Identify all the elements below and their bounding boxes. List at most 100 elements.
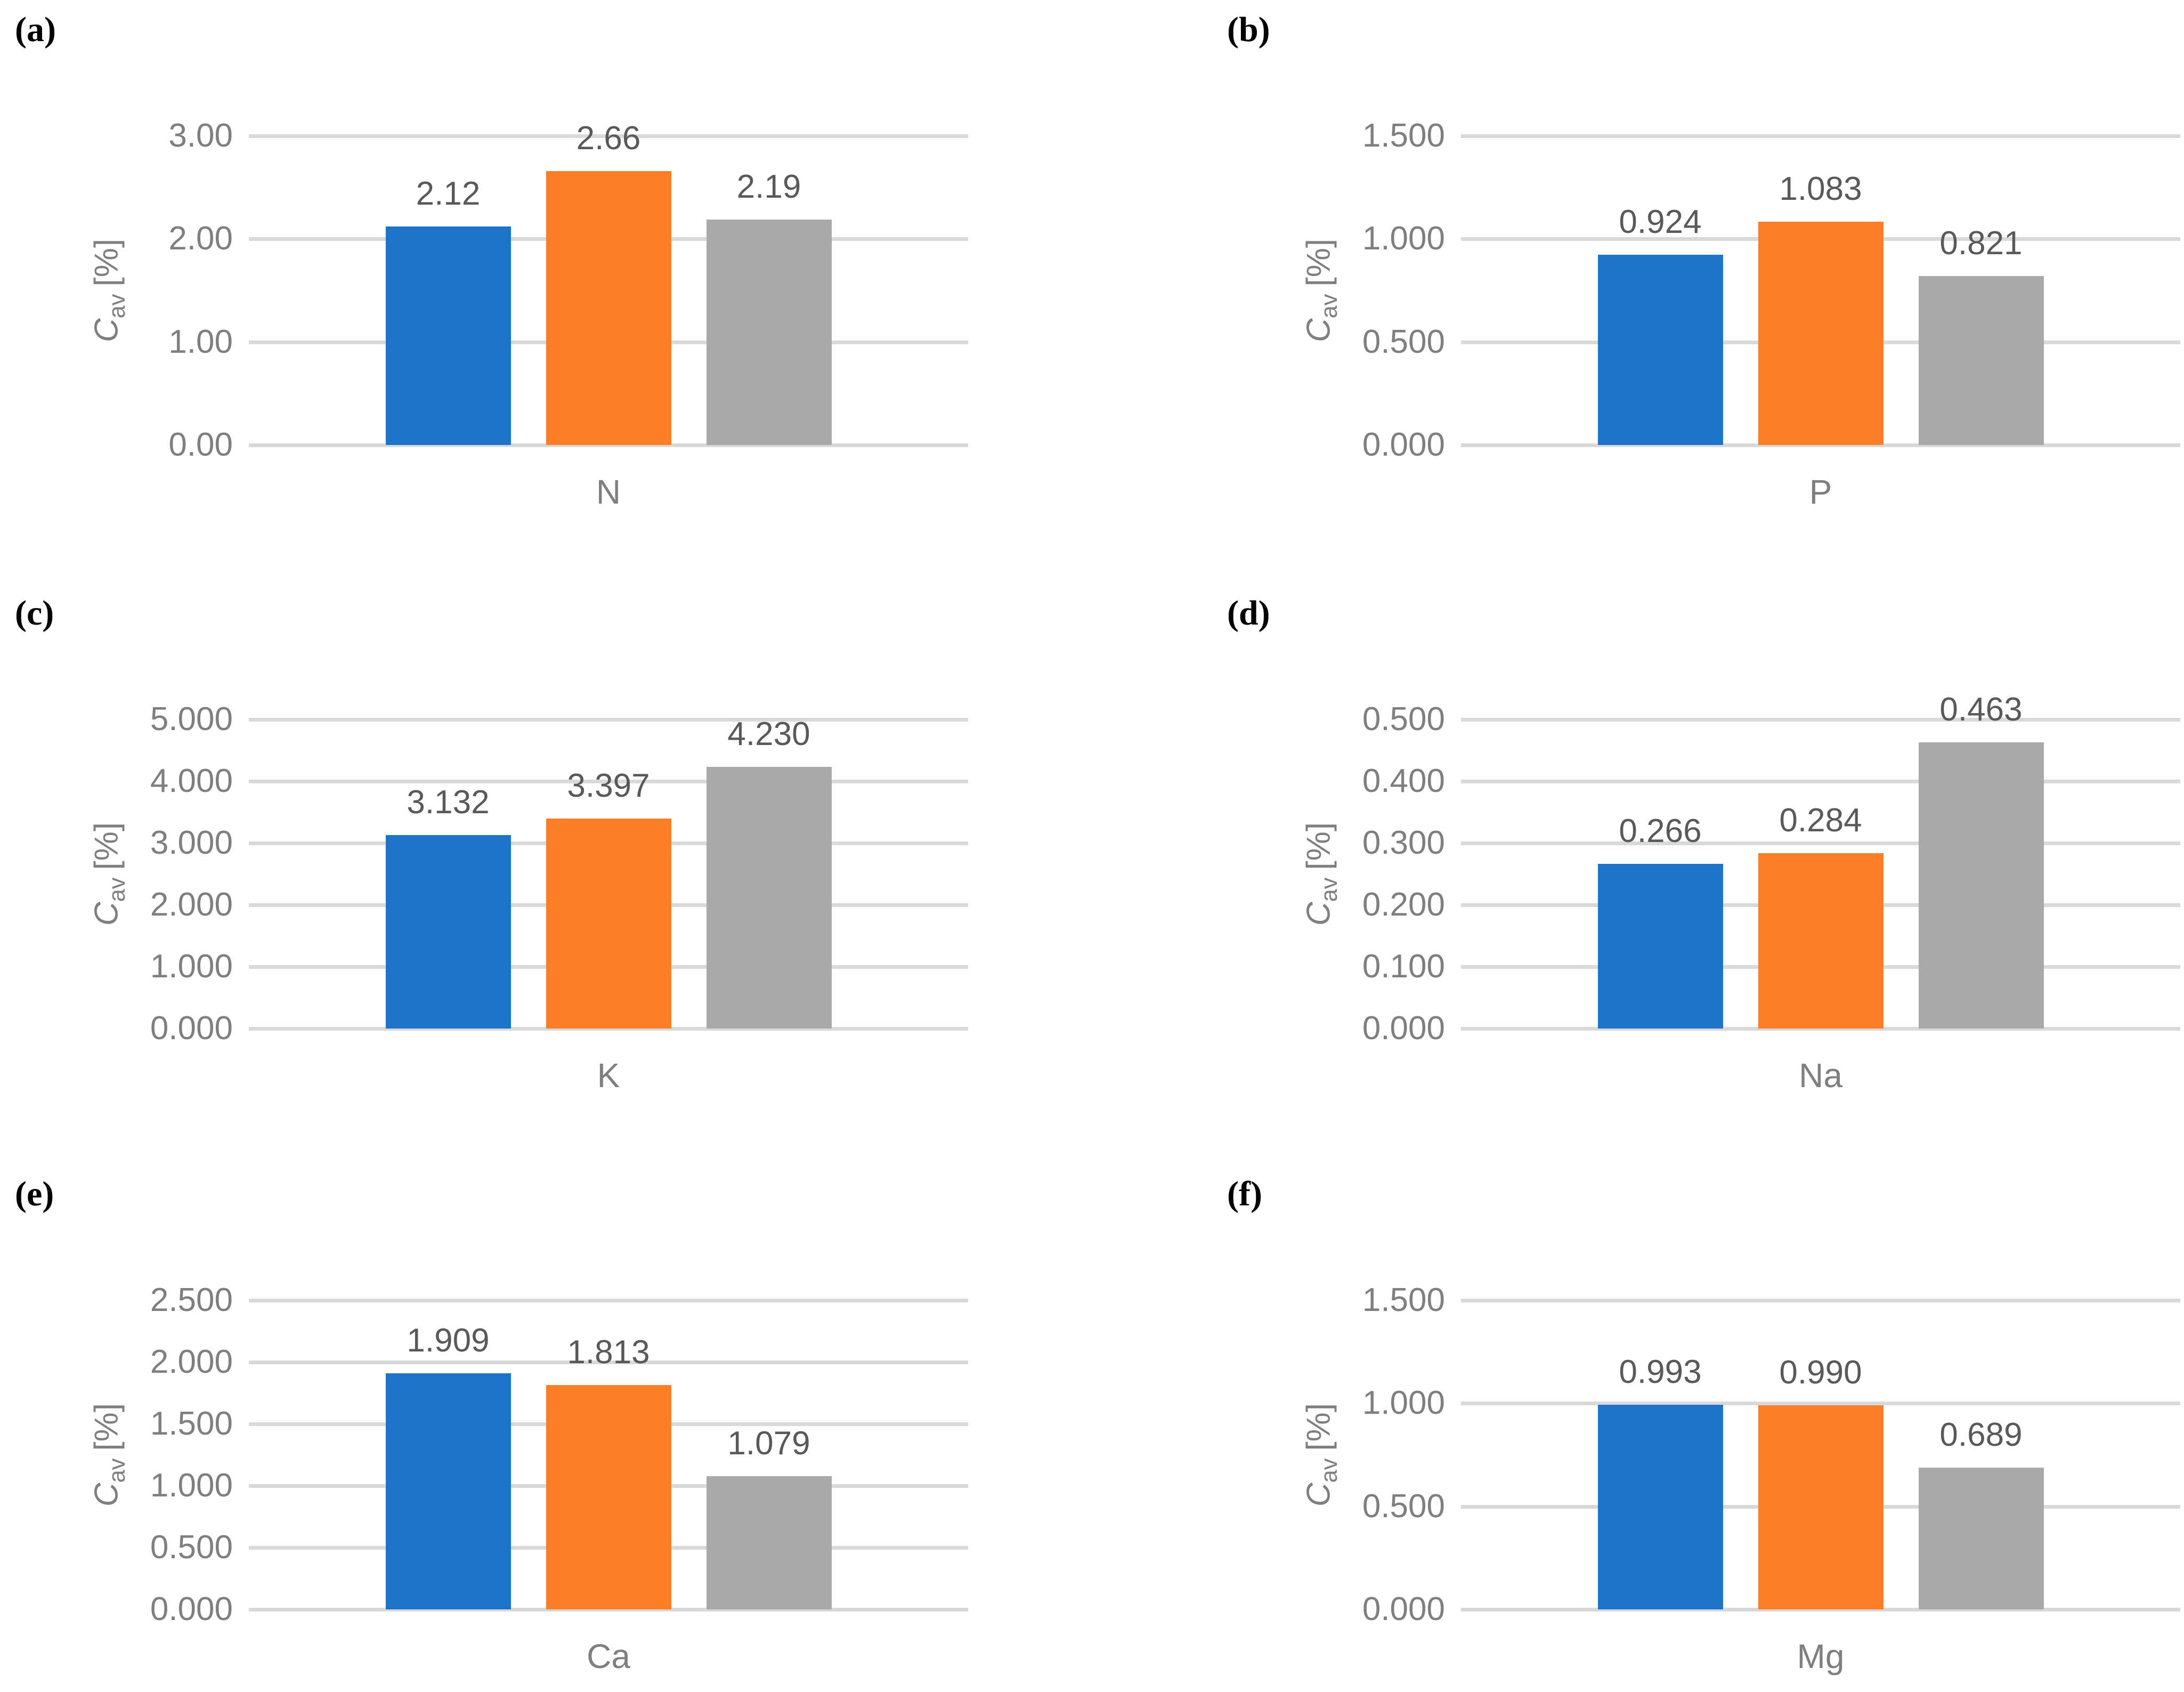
y-gridline xyxy=(249,780,968,783)
bar-series-3 xyxy=(1918,742,2044,1029)
y-gridline xyxy=(1461,443,2180,447)
y-axis-tick-label: 0.500 xyxy=(1362,1487,1445,1525)
bar-series-2 xyxy=(546,819,671,1029)
y-gridline xyxy=(249,1027,968,1031)
x-axis-category-label: Na xyxy=(1799,1056,1842,1095)
y-gridline xyxy=(249,718,968,722)
bar-series-3 xyxy=(706,767,832,1029)
y-axis-tick-label: 0.000 xyxy=(1362,1591,1445,1628)
bar-value-label: 1.909 xyxy=(407,1322,490,1359)
y-axis-tick-label: 2.000 xyxy=(150,886,233,923)
panel-letter-label: (f) xyxy=(1227,1175,1262,1213)
bar-series-3 xyxy=(706,1476,832,1609)
panel-letter-label: (d) xyxy=(1227,594,1270,633)
y-axis-tick-label: 1.500 xyxy=(1362,117,1445,154)
bar-series-1 xyxy=(385,835,511,1029)
y-axis-tick-label: 0.500 xyxy=(150,1529,233,1566)
y-axis-tick-label: 1.000 xyxy=(1362,1385,1445,1422)
y-gridline xyxy=(249,1299,968,1302)
y-axis-tick-label: 0.00 xyxy=(168,426,233,463)
y-gridline xyxy=(249,1361,968,1364)
x-axis-category-label: N xyxy=(596,473,621,511)
y-axis-tick-label: 3.00 xyxy=(168,117,233,154)
y-axis-tick-label: 4.000 xyxy=(150,763,233,799)
y-axis-tick-label: 0.300 xyxy=(1362,824,1445,861)
bar-value-label: 2.19 xyxy=(736,168,801,205)
panel-letter-label: (e) xyxy=(15,1175,54,1213)
y-axis-tick-label: 5.000 xyxy=(150,701,233,738)
bar-series-3 xyxy=(1918,276,2044,445)
bar-value-label: 0.463 xyxy=(1939,691,2023,728)
x-axis-category-label: K xyxy=(597,1056,620,1095)
bar-value-label: 0.924 xyxy=(1619,204,1702,240)
y-axis-title-subscript: av xyxy=(1316,1458,1342,1483)
y-axis-tick-label: 0.400 xyxy=(1362,763,1445,799)
bar-value-label: 2.12 xyxy=(416,175,481,212)
bar-series-1 xyxy=(1597,1405,1723,1609)
bar-value-label: 0.689 xyxy=(1939,1416,2023,1453)
y-gridline xyxy=(1461,1299,2180,1302)
y-axis-tick-label: 1.500 xyxy=(150,1405,233,1442)
bar-series-2 xyxy=(546,1385,671,1609)
bar-series-1 xyxy=(1597,864,1723,1029)
bar-series-1 xyxy=(1597,255,1723,445)
chart-panel-K: (c) Cav[%] 5.000 4.000 3.000 2.000 1.000 0.000 3… xyxy=(0,584,972,1111)
chart-panel-P: (b) Cav[%] 1.500 1.000 0.500 0.000 0.924 1.083 0… xyxy=(1212,0,2184,528)
y-axis-tick-label: 0.000 xyxy=(1362,426,1445,463)
y-axis-tick-label: 0.200 xyxy=(1362,886,1445,923)
y-axis-tick-label: 0.000 xyxy=(1362,1010,1445,1047)
y-axis-tick-label: 0.500 xyxy=(1362,701,1445,738)
y-axis-tick-label: 1.500 xyxy=(1362,1282,1445,1318)
y-axis-tick-label: 0.500 xyxy=(1362,323,1445,360)
y-axis-tick-label: 2.000 xyxy=(150,1343,233,1380)
bar-series-3 xyxy=(1918,1468,2044,1609)
y-axis-tick-label: 2.00 xyxy=(168,220,233,257)
y-gridline xyxy=(1461,1608,2180,1612)
bar-series-2 xyxy=(1758,222,1883,445)
panel-letter-label: (c) xyxy=(15,594,54,633)
bar-value-label: 0.284 xyxy=(1779,802,1862,839)
y-axis-title-subscript: av xyxy=(104,294,130,319)
bar-value-label: 0.821 xyxy=(1939,225,2023,262)
bar-series-3 xyxy=(706,220,832,445)
bar-value-label: 4.230 xyxy=(727,716,810,752)
y-axis-tick-label: 1.000 xyxy=(150,948,233,985)
y-gridline xyxy=(249,443,968,447)
bar-value-label: 1.079 xyxy=(727,1425,810,1462)
panel-letter-label: (a) xyxy=(15,10,56,49)
panel-letter-label: (b) xyxy=(1227,10,1270,49)
bar-series-2 xyxy=(1758,853,1883,1029)
bar-value-label: 1.813 xyxy=(567,1334,650,1371)
chart-panel-N: (a) Cav[%] 3.00 2.00 1.00 0.00 2.12 2.66 2.19 N xyxy=(0,0,972,528)
y-axis-tick-label: 1.00 xyxy=(168,323,233,360)
bar-series-2 xyxy=(546,171,671,445)
y-axis-tick-label: 2.500 xyxy=(150,1282,233,1318)
y-axis-tick-label: 3.000 xyxy=(150,824,233,861)
bar-value-label: 3.132 xyxy=(407,784,490,821)
y-axis-tick-label: 0.100 xyxy=(1362,948,1445,985)
bar-value-label: 2.66 xyxy=(576,120,641,157)
bar-value-label: 0.990 xyxy=(1779,1354,1862,1391)
y-axis-title-subscript: av xyxy=(1316,294,1342,319)
y-axis-tick-label: 1.000 xyxy=(1362,220,1445,257)
bar-value-label: 0.993 xyxy=(1619,1354,1702,1390)
chart-panel-Na: (d) Cav[%] 0.500 0.400 0.300 0.200 0.100 0.000 0… xyxy=(1212,584,2184,1111)
y-gridline xyxy=(1461,1027,2180,1031)
y-gridline xyxy=(1461,134,2180,138)
y-axis-tick-label: 0.000 xyxy=(150,1010,233,1047)
bar-value-label: 3.397 xyxy=(567,767,650,804)
y-gridline xyxy=(1461,841,2180,845)
chart-panel-Ca: (e) Cav[%] 2.500 2.000 1.500 1.000 0.500 0.000 1… xyxy=(0,1164,972,1692)
bar-series-1 xyxy=(385,226,511,445)
x-axis-category-label: P xyxy=(1809,473,1832,511)
chart-panel-Mg: (f) Cav[%] 1.500 1.000 0.500 0.000 0.993 0.990 0… xyxy=(1212,1164,2184,1692)
bar-value-label: 1.083 xyxy=(1779,171,1862,207)
bar-series-2 xyxy=(1758,1405,1883,1609)
bar-series-1 xyxy=(385,1373,511,1609)
y-axis-tick-label: 1.000 xyxy=(150,1467,233,1504)
y-gridline xyxy=(1461,1402,2180,1406)
x-axis-category-label: Mg xyxy=(1797,1637,1845,1675)
y-axis-tick-label: 0.000 xyxy=(150,1591,233,1628)
bar-value-label: 0.266 xyxy=(1619,813,1702,849)
